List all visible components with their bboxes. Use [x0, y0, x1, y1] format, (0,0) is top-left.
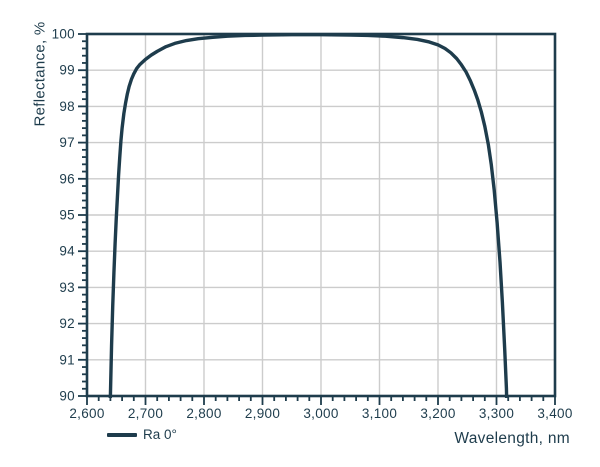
reflectance-curve [108, 33, 509, 398]
y-tick-label: 94 [59, 244, 75, 259]
x-tick-label: 2,800 [186, 406, 221, 421]
y-tick-label: 100 [52, 27, 75, 42]
x-tick-label: 3,300 [479, 406, 514, 421]
y-tick-label: 97 [59, 135, 75, 150]
x-axis-title: Wavelength, nm [454, 430, 570, 447]
axis-ticks [78, 33, 556, 405]
legend: Ra 0° [107, 426, 177, 443]
legend-label: Ra 0° [143, 427, 177, 442]
x-tick-label: 2,600 [69, 406, 104, 421]
y-tick-label: 92 [59, 316, 75, 331]
x-tick-label: 2,700 [128, 406, 163, 421]
x-tick-label: 3,100 [362, 406, 397, 421]
y-tick-label: 91 [59, 352, 75, 367]
x-tick-label: 3,400 [537, 406, 572, 421]
tick-labels: 2,600 2,700 2,800 2,900 3,000 3,100 3,200 3,300… [52, 27, 573, 422]
y-axis-title: Reflectance, % [31, 21, 49, 127]
x-tick-label: 3,200 [420, 406, 455, 421]
x-tick-label: 2,900 [245, 406, 280, 421]
y-tick-label: 95 [59, 208, 75, 223]
y-tick-label: 93 [59, 280, 75, 295]
y-tick-label: 90 [59, 389, 75, 404]
y-tick-label: 99 [59, 63, 75, 78]
gridlines [87, 34, 555, 396]
x-tick-label: 3,000 [303, 406, 338, 421]
y-tick-label: 96 [59, 171, 75, 186]
legend-line-swatch [107, 432, 137, 437]
y-tick-label: 98 [59, 99, 75, 114]
